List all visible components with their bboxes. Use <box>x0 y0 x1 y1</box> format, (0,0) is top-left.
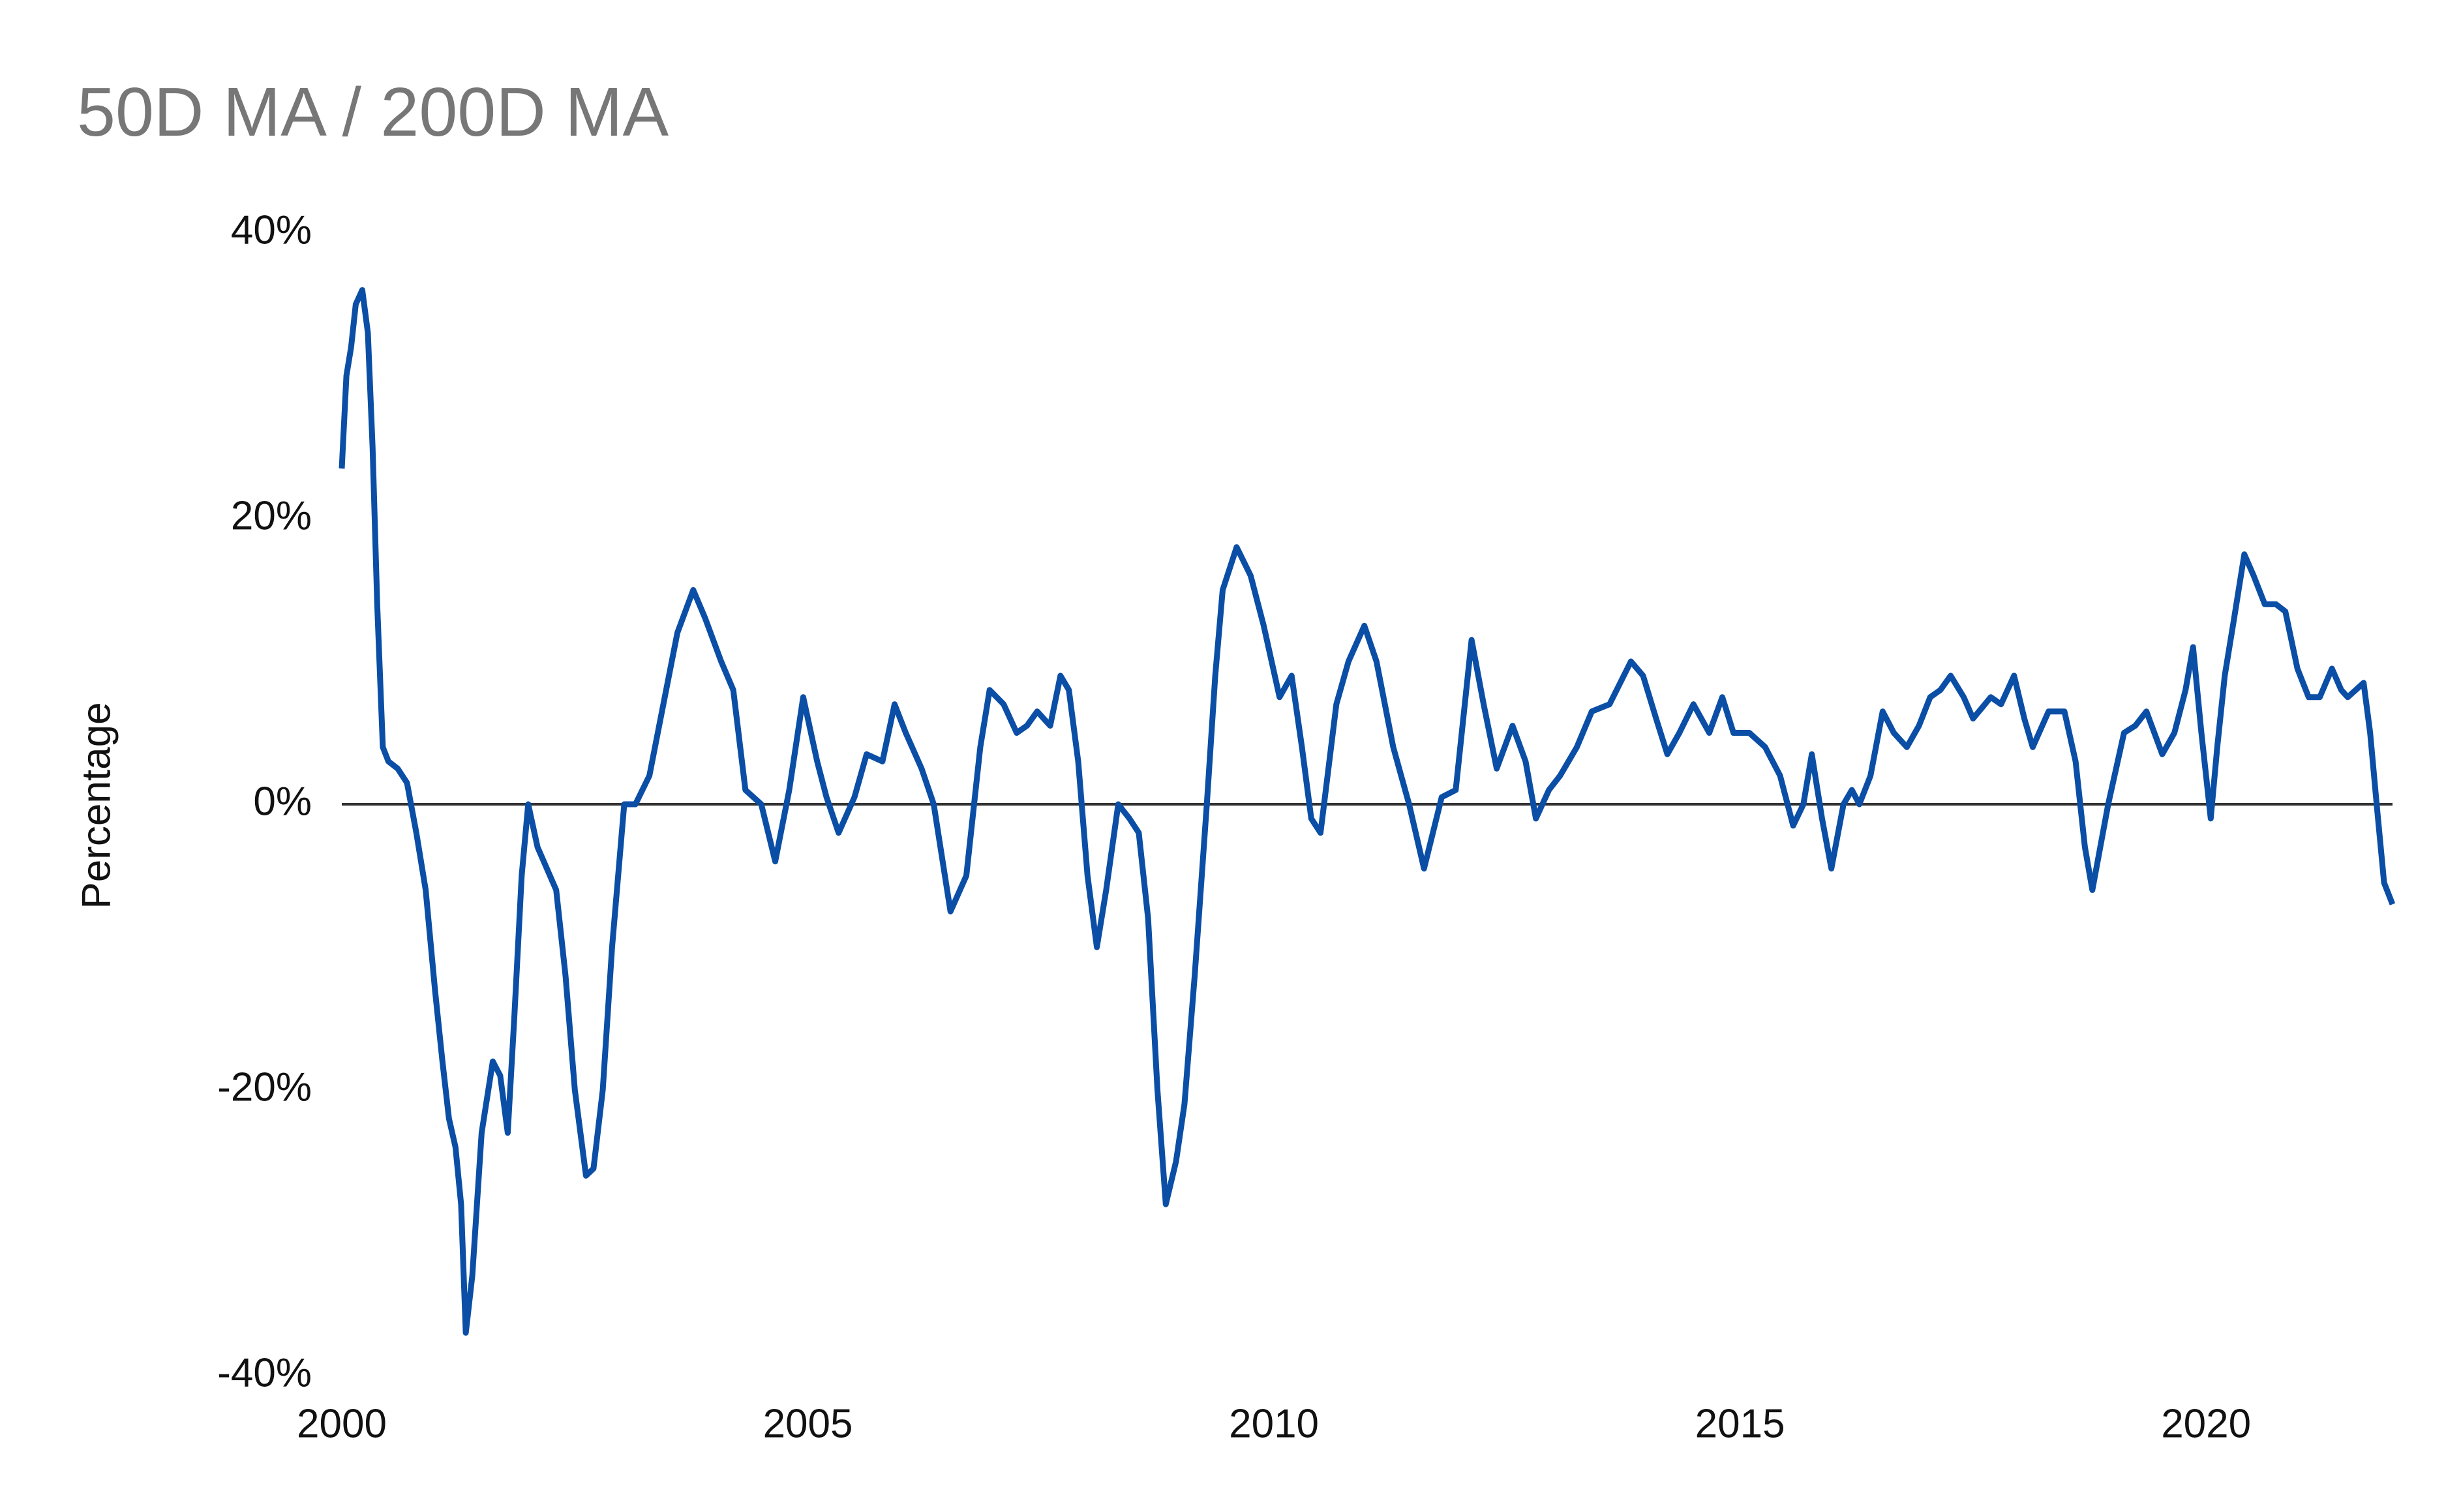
y-tick-label: -20% <box>217 1065 312 1110</box>
chart-title: 50D MA / 200D MA <box>77 74 669 151</box>
y-tick-label: 20% <box>231 493 312 538</box>
x-tick-label: 2015 <box>1695 1401 1785 1446</box>
y-tick-label: -40% <box>217 1350 312 1395</box>
data-line <box>339 287 2396 1336</box>
y-tick-label: 0% <box>253 779 312 824</box>
x-tick-label: 2000 <box>297 1401 387 1446</box>
x-tick-label: 2010 <box>1229 1401 1319 1446</box>
y-tick-label: 40% <box>231 207 312 252</box>
x-tick-label: 2020 <box>2161 1401 2251 1446</box>
y-axis-label: Percentage <box>74 702 119 909</box>
x-tick-label: 2005 <box>763 1401 853 1446</box>
